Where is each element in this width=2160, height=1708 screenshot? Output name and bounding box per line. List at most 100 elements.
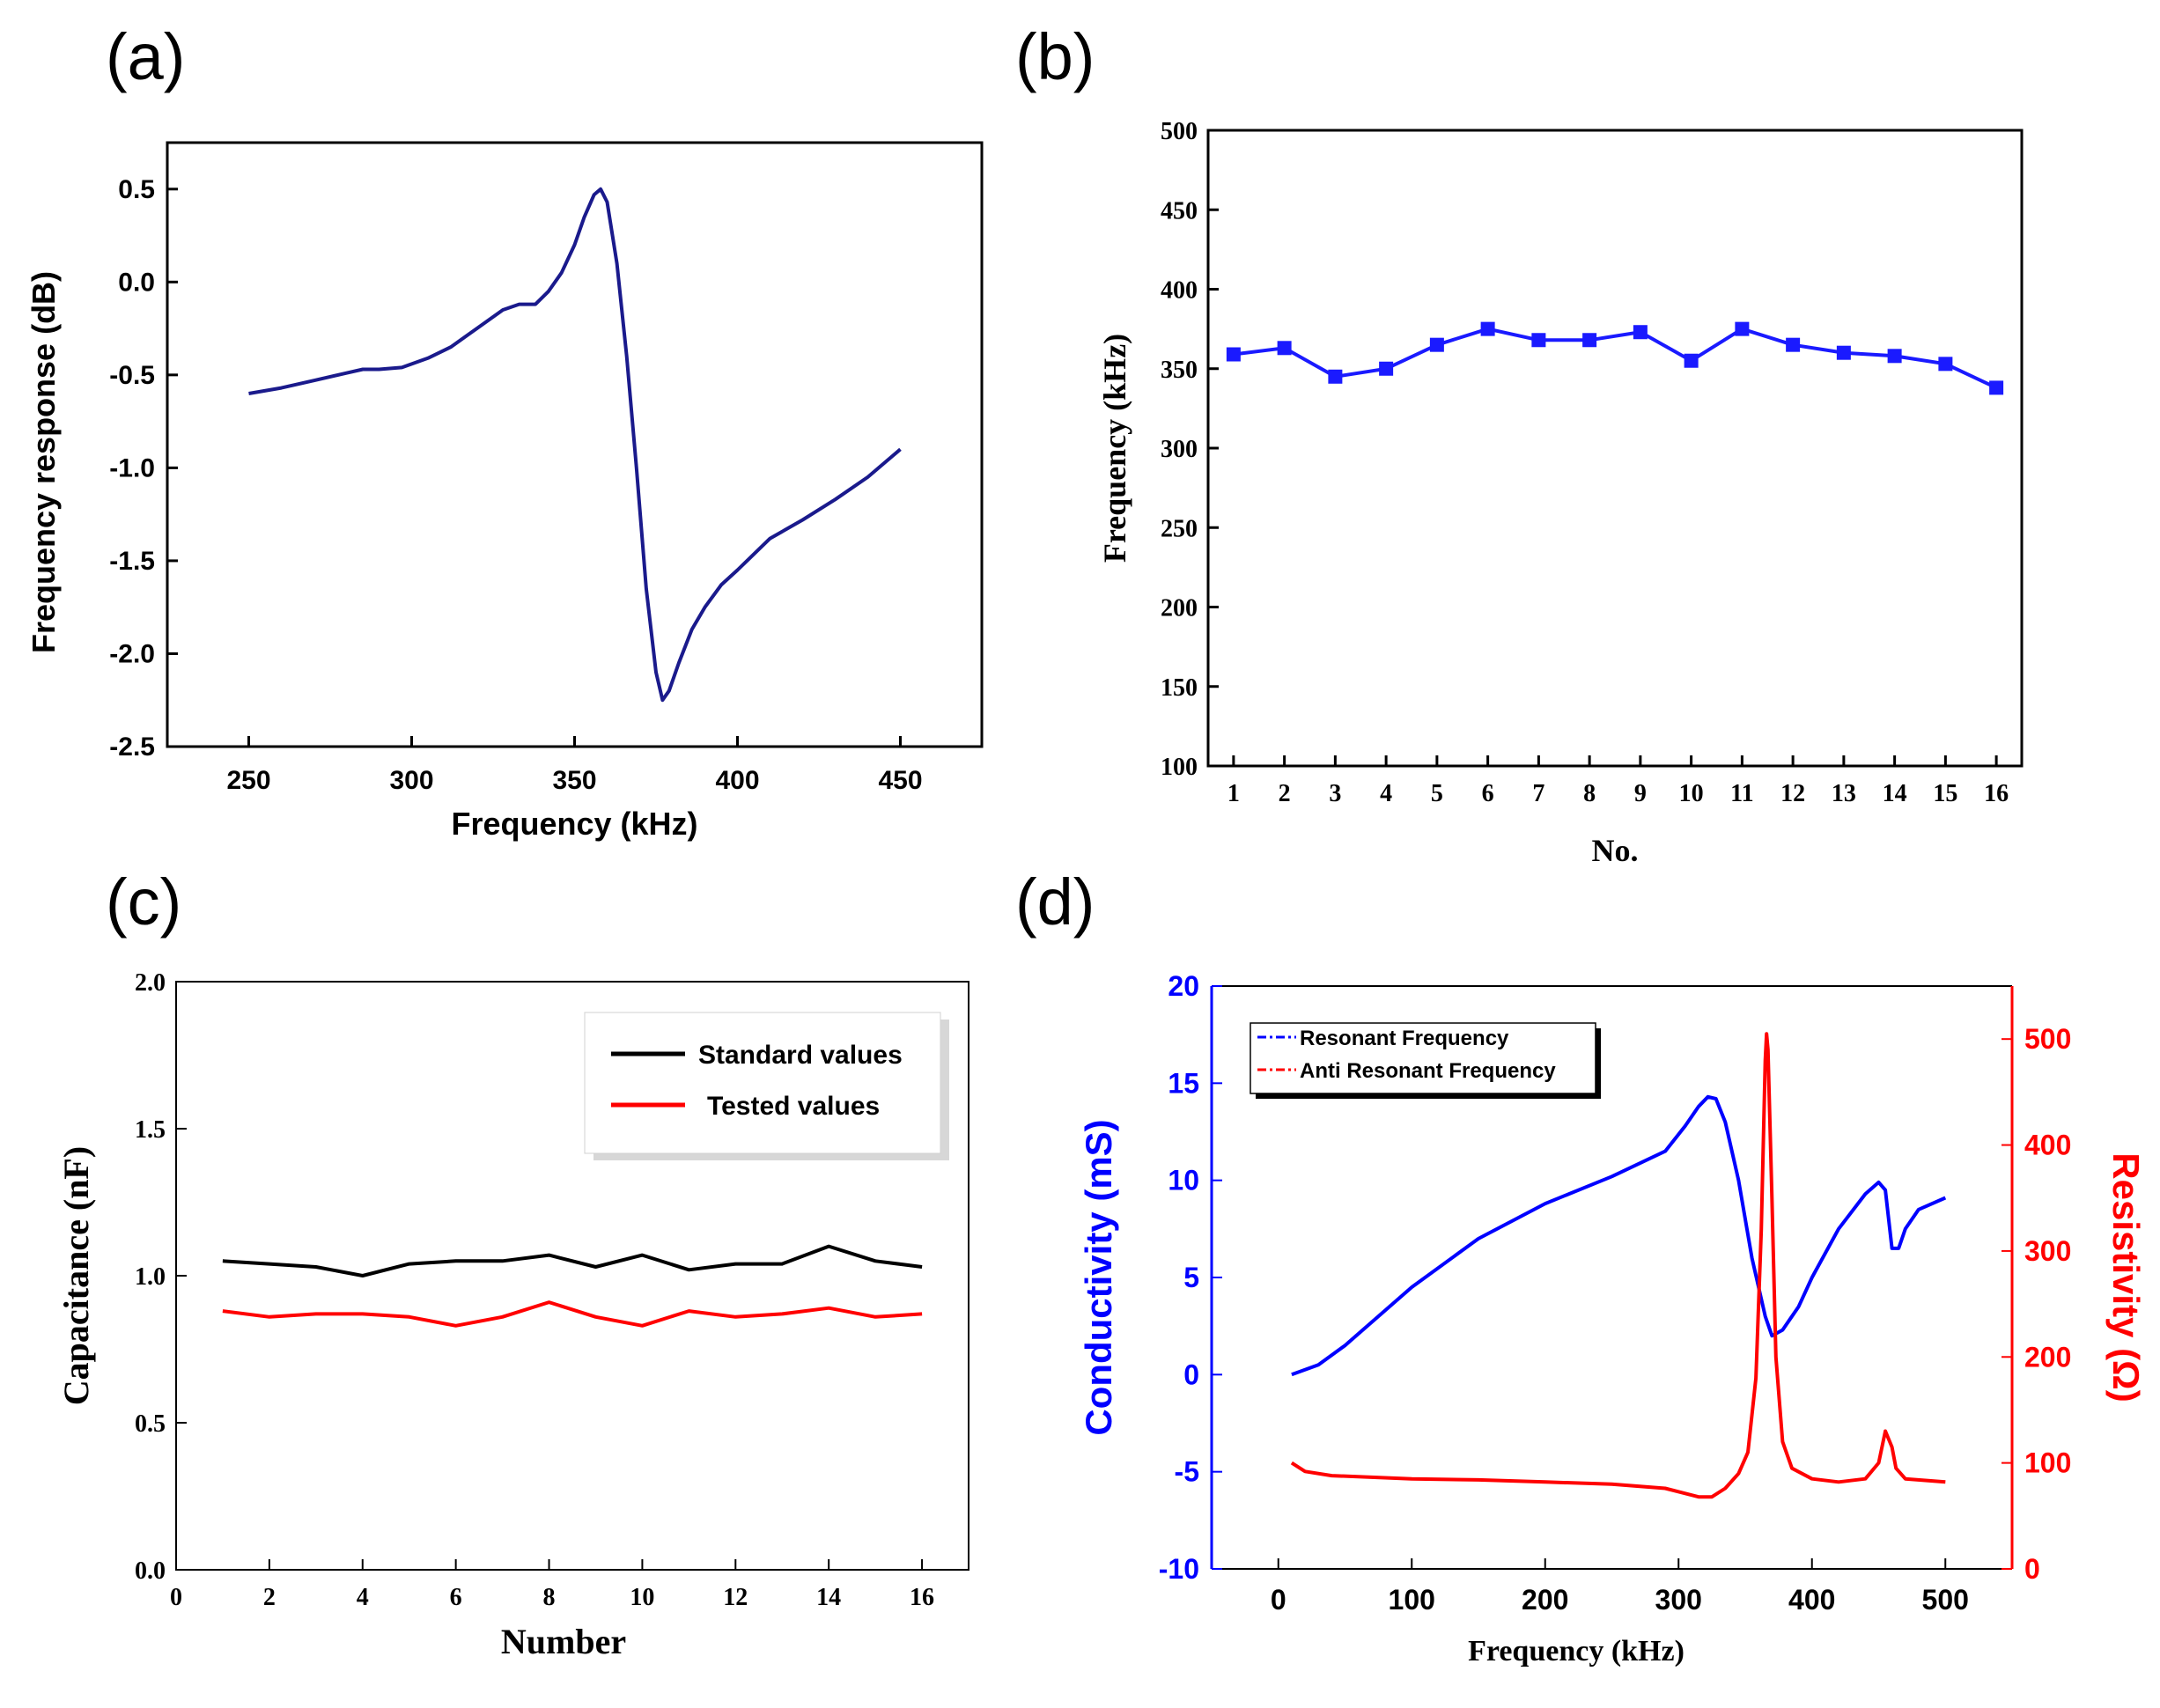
panel-b: (b) 1 2 3 4 5 6 7 8 9 10 11 12 13 14 15 16 500 450 400 350 30…: [1013, 0, 2160, 872]
x-tick-label: 16: [910, 1584, 934, 1611]
y-tick-label: -1.5: [109, 547, 155, 576]
data-point-4: [1379, 361, 1394, 376]
y-tick-label: 0.0: [118, 268, 155, 297]
y-tick-label: 0.0: [135, 1557, 166, 1585]
y-tick-label-right: 100: [2024, 1447, 2071, 1479]
data-point-11: [1735, 321, 1750, 336]
x-axis-label: No.: [1592, 833, 1639, 868]
x-tick-label: 11: [1730, 780, 1753, 807]
plot-frame: [1206, 129, 2024, 768]
x-tick-label: 10: [1679, 780, 1704, 807]
data-point-5: [1429, 337, 1444, 352]
x-tick-label: 250: [226, 766, 270, 795]
x-tick-label: 14: [816, 1584, 841, 1611]
data-point-8: [1582, 333, 1597, 348]
data-point-15: [1938, 357, 1953, 372]
x-tick-label: 16: [1984, 780, 2009, 807]
data-point-14: [1887, 349, 1902, 364]
y-tick-label: 0.5: [118, 175, 155, 204]
x-tick-label: 0: [170, 1584, 182, 1611]
legend-label-tested: Tested values: [707, 1092, 880, 1121]
y-tick-label: 100: [1161, 754, 1198, 781]
x-axis-label: Frequency (kHz): [451, 806, 697, 842]
x-tick-label: 8: [1583, 780, 1596, 807]
panel-label: (a): [106, 20, 185, 93]
y-tick-label: 1.0: [135, 1263, 166, 1291]
y-tick-label: 1.5: [135, 1116, 166, 1144]
x-tick-label: 450: [878, 766, 922, 795]
series-line-frequency: [1233, 327, 1997, 390]
chart-c: (c) 0 2 4 6 8 10 12 14 16 2.0 1.5 1.0 0.5 0.0 Number Cap…: [56, 865, 969, 1661]
x-tick-label: 14: [1883, 780, 1907, 807]
x-tick-label: 100: [1389, 1584, 1435, 1616]
y-axis-label: Frequency (kHz): [1097, 334, 1132, 563]
data-point-1: [1226, 347, 1241, 362]
panel-c: (c) 0 2 4 6 8 10 12 14 16 2.0 1.5 1.0 0.5 0.0 Number Cap…: [0, 845, 1030, 1704]
y-tick-label: 300: [1161, 436, 1198, 463]
chart-a: (a) 250 300 350 400 450 0.5 0.0 -0.5 -1.0 -1.5 -2.0…: [26, 20, 984, 842]
legend-box: [584, 1012, 941, 1154]
series-line-frequency-response: [248, 187, 902, 703]
x-tick-label: 3: [1329, 780, 1341, 807]
data-point-3: [1328, 369, 1343, 384]
series-line-resonant: [1291, 1094, 1947, 1377]
y-tick-label: 250: [1161, 515, 1198, 542]
data-point-16: [1989, 380, 2004, 395]
y-tick-label-left: -10: [1159, 1553, 1199, 1585]
series-line-tested: [222, 1300, 923, 1328]
x-tick-label: 1: [1227, 780, 1240, 807]
data-point-6: [1480, 321, 1495, 336]
x-tick-label: 6: [450, 1584, 462, 1611]
x-tick-label: 500: [1922, 1584, 1969, 1616]
series-line-anti-resonant: [1290, 1032, 1946, 1499]
data-point-13: [1836, 345, 1851, 360]
legend-label-resonant: Resonant Frequency: [1300, 1027, 1509, 1050]
x-tick-label: 2: [263, 1584, 276, 1611]
y-tick-label: -2.0: [109, 639, 155, 668]
panel-label: (c): [106, 865, 181, 939]
x-tick-label: 6: [1482, 780, 1494, 807]
y-tick-label-left: 5: [1183, 1262, 1199, 1293]
panel-a: (a) 250 300 350 400 450 0.5 0.0 -0.5 -1.0 -1.5 -2.0…: [0, 0, 1030, 858]
x-tick-label: 0: [1271, 1584, 1286, 1616]
y-tick-label-left: 15: [1168, 1067, 1199, 1099]
data-point-2: [1277, 341, 1292, 356]
x-tick-label: 10: [630, 1584, 654, 1611]
y-tick-label-left: 20: [1168, 970, 1199, 1002]
y-tick-label: 500: [1161, 118, 1198, 145]
x-tick-label: 5: [1431, 780, 1443, 807]
y-axis-label-left: Conductivity (mS): [1078, 1119, 1119, 1435]
x-tick-label: 8: [543, 1584, 556, 1611]
panel-d: (d) 0 100 200 300 400 500 20 15 10 5 0 -5 -10 500 400 30…: [1013, 845, 2160, 1704]
y-tick-label-left: -5: [1175, 1456, 1199, 1488]
legend-label-standard: Standard values: [698, 1041, 903, 1070]
y-tick-label-right: 0: [2024, 1553, 2040, 1585]
x-tick-label: 200: [1522, 1584, 1568, 1616]
y-axis-label: Capacitance (nF): [56, 1146, 96, 1405]
y-tick-label: 2.0: [135, 969, 166, 997]
y-tick-label-right: 500: [2024, 1023, 2071, 1055]
x-tick-label: 2: [1279, 780, 1291, 807]
x-tick-label: 7: [1532, 780, 1544, 807]
x-tick-label: 300: [1655, 1584, 1702, 1616]
x-tick-label: 12: [723, 1584, 748, 1611]
series-line-standard: [222, 1244, 923, 1277]
y-tick-label: 0.5: [135, 1410, 166, 1438]
x-tick-label: 4: [1380, 780, 1392, 807]
y-tick-label: 400: [1161, 277, 1198, 305]
x-tick-label: 13: [1832, 780, 1856, 807]
y-tick-label-right: 300: [2024, 1235, 2071, 1267]
chart-d: (d) 0 100 200 300 400 500 20 15 10 5 0 -5 -10 500 400 30…: [1015, 865, 2147, 1668]
chart-b: (b)1 2 3 4 5 6 7 8 9 10 11 12 13 14 15 1650045040035030…: [1015, 20, 2024, 868]
y-tick-label: 200: [1161, 595, 1198, 622]
x-axis-label: Number: [501, 1622, 626, 1661]
y-axis-label: Frequency response (dB): [26, 271, 62, 653]
y-tick-label-right: 200: [2024, 1341, 2071, 1373]
y-tick-label: -2.5: [109, 733, 155, 762]
y-tick-label-left: 10: [1168, 1165, 1199, 1196]
x-tick-label: 12: [1780, 780, 1805, 807]
data-point-7: [1531, 333, 1546, 348]
x-tick-label: 350: [552, 766, 596, 795]
y-tick-label: 150: [1161, 674, 1198, 702]
panel-label: (b): [1015, 20, 1095, 93]
